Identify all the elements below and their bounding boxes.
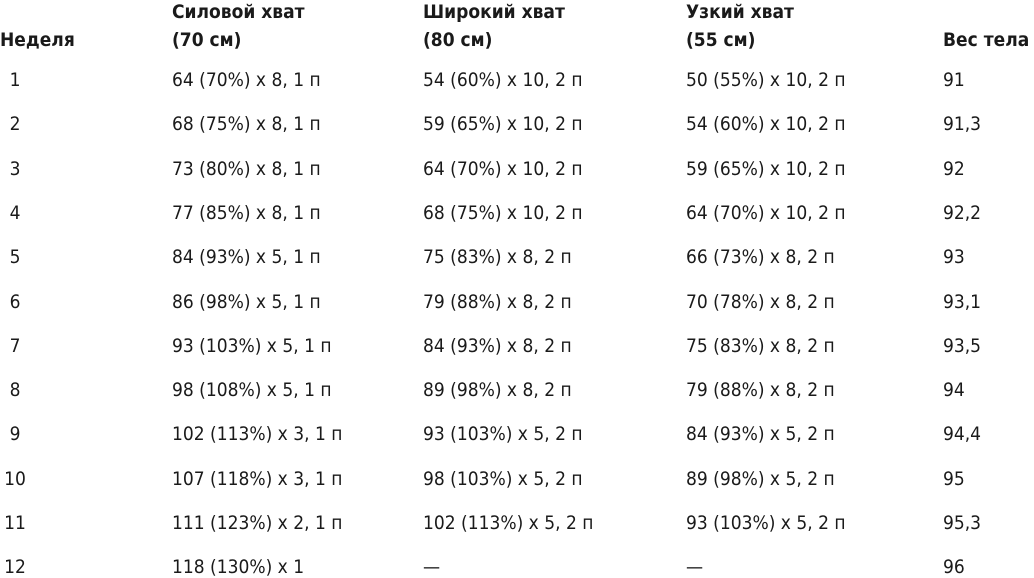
table-cell: 93 (103%) x 5, 1 п [172,334,332,357]
week-number: 5 [9,246,21,269]
table-cell: 111 (123%) x 2, 1 п [172,512,343,534]
table-cell: 64 (70%) x 8, 1 п [172,69,321,91]
table-cell: 93 (103%) x 5, 2 п [686,512,846,534]
table-cell: 59 (65%) x 10, 2 п [686,157,846,180]
table-cell: 96 [943,556,965,578]
table-cell: 91 [943,69,965,91]
column-header: (55 см) [686,29,756,51]
table-cell: 95,3 [943,512,982,534]
table-cell: 54 (60%) x 10, 2 п [686,113,846,136]
column-header: Силовой хват [172,1,305,23]
table-cell: 93 (103%) x 5, 2 п [423,423,583,446]
table-cell: 98 (108%) x 5, 1 п [172,379,332,402]
week-number: 7 [9,334,21,357]
table-cell: 93 [943,246,965,269]
week-number: 1 [9,69,21,91]
week-number: 9 [9,423,21,446]
week-number: 4 [9,201,21,224]
table-cell: 59 (65%) x 10, 2 п [423,113,583,136]
table-cell: 94,4 [943,423,982,446]
table-cell: 73 (80%) x 8, 1 п [172,157,321,180]
table-cell: 93,5 [943,334,982,357]
table-cell: 84 (93%) x 5, 1 п [172,246,321,269]
column-header: (80 см) [423,29,493,51]
table-cell: 68 (75%) x 8, 1 п [172,113,321,136]
week-number: 3 [9,157,21,180]
table-cell: 118 (130%) x 1 [172,556,305,578]
table-cell: — [686,556,704,578]
table-cell: 79 (88%) x 8, 2 п [423,290,572,313]
column-header: (70 см) [172,29,242,51]
column-header: Вес тела [943,29,1030,51]
column-header: Широкий хват [423,1,565,23]
table-cell: 64 (70%) x 10, 2 п [423,157,583,180]
table-cell: 95 [943,467,965,490]
table-cell: 89 (98%) x 5, 2 п [686,467,835,490]
table-cell: 68 (75%) x 10, 2 п [423,201,583,224]
table-cell: 98 (103%) x 5, 2 п [423,467,583,490]
week-number: 6 [9,290,21,313]
table-cell: 84 (93%) x 8, 2 п [423,334,572,357]
table-cell: 64 (70%) x 10, 2 п [686,201,846,224]
table-cell: 92 [943,157,965,180]
table-cell: 89 (98%) x 8, 2 п [423,379,572,402]
table-cell: 66 (73%) x 8, 2 п [686,246,835,269]
table-cell: 75 (83%) x 8, 2 п [423,246,572,269]
table-cell: 54 (60%) x 10, 2 п [423,69,583,91]
table-cell: 84 (93%) x 5, 2 п [686,423,835,446]
table-cell: 86 (98%) x 5, 1 п [172,290,321,313]
column-header: Узкий хват [686,1,794,23]
table-cell: 77 (85%) x 8, 1 п [172,201,321,224]
week-number: 8 [9,379,21,402]
table-cell: 50 (55%) x 10, 2 п [686,69,846,91]
table-cell: 79 (88%) x 8, 2 п [686,379,835,402]
table-cell: 75 (83%) x 8, 2 п [686,334,835,357]
table-cell: 107 (118%) x 3, 1 п [172,467,343,490]
table-cell: 93,1 [943,290,982,313]
table-cell: 102 (113%) x 5, 2 п [423,512,594,534]
table-cell: 102 (113%) x 3, 1 п [172,423,343,446]
week-number: 11 [4,512,26,534]
table-cell: 94 [943,379,965,402]
table-cell: 70 (78%) x 8, 2 п [686,290,835,313]
table-cell: 91,3 [943,113,982,136]
table-cell: — [423,556,441,578]
table-cell: 92,2 [943,201,982,224]
week-number: 12 [4,556,26,578]
column-header: Неделя [0,29,75,51]
week-number: 10 [4,467,26,490]
week-number: 2 [9,113,21,136]
